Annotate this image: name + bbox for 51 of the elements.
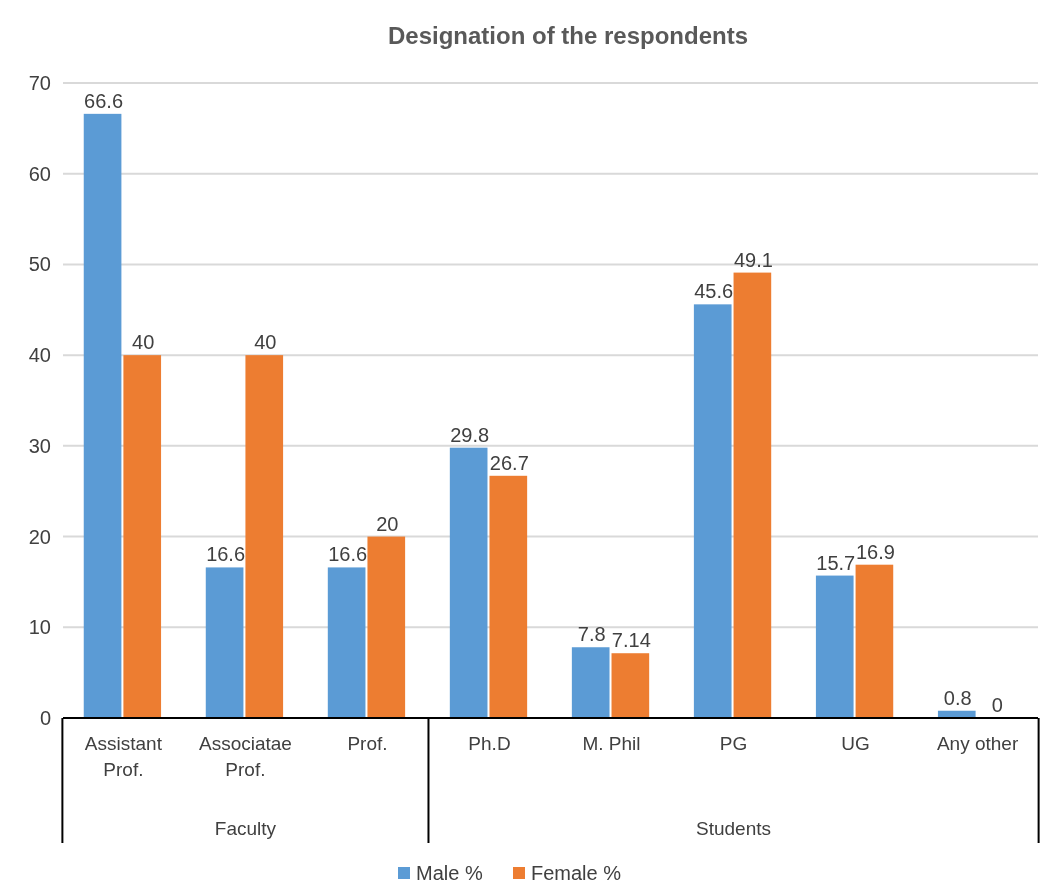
bar [83, 113, 122, 718]
x-tick-label: PG [719, 733, 748, 754]
bar [205, 567, 244, 718]
x-tick-label: Ph.D [468, 733, 511, 754]
x-tick-label: Associatae Prof. [198, 733, 292, 780]
text: Faculty [214, 818, 277, 839]
chart-title: Designation of the respondents [387, 22, 749, 49]
legend-label: Male % [416, 862, 483, 884]
data-label: 29.8 [450, 423, 490, 446]
y-tick-label: 20 [28, 525, 51, 548]
data-label: 40 [254, 331, 277, 354]
legend-label: Female % [531, 862, 622, 884]
y-tick-label: 60 [28, 162, 51, 185]
x-tick-label: Assistant Prof. [84, 733, 163, 780]
data-label: 40 [132, 331, 155, 354]
text: Students [696, 818, 772, 839]
data-label: 0 [991, 694, 1003, 716]
bar [571, 647, 610, 718]
data-label: 26.7 [489, 451, 529, 474]
data-label: 16.6 [206, 543, 246, 566]
y-tick-label: 40 [28, 344, 51, 367]
data-label: 16.6 [328, 543, 368, 566]
data-label: 20 [376, 512, 399, 535]
bar [245, 355, 284, 718]
data-label: 7.14 [611, 629, 651, 652]
bar [855, 564, 894, 718]
x-tick-label: Prof. [347, 733, 388, 754]
y-tick-label: 70 [28, 72, 51, 94]
bar [123, 355, 162, 718]
bar [611, 653, 650, 718]
data-label: 45.6 [694, 280, 734, 303]
data-label: 15.7 [816, 551, 856, 574]
bar [489, 475, 528, 718]
bar [327, 567, 366, 718]
bar [693, 304, 732, 718]
x-tick-label: UG [841, 733, 870, 754]
bar [449, 447, 488, 718]
bar [733, 272, 772, 718]
data-label: 0.8 [943, 686, 972, 709]
x-tick-label: M. Phil [582, 733, 641, 754]
y-tick-label: 50 [28, 253, 51, 276]
data-label: 66.6 [84, 89, 124, 112]
bar [367, 536, 406, 718]
data-label: 7.8 [577, 623, 606, 646]
y-tick-label: 30 [28, 434, 51, 457]
data-label: 49.1 [733, 248, 773, 271]
x-tick-label: Any other [936, 733, 1019, 754]
data-label: 16.9 [855, 540, 895, 563]
bar [815, 575, 854, 718]
y-tick-label: 10 [28, 616, 51, 639]
y-tick-label: 0 [39, 707, 51, 729]
